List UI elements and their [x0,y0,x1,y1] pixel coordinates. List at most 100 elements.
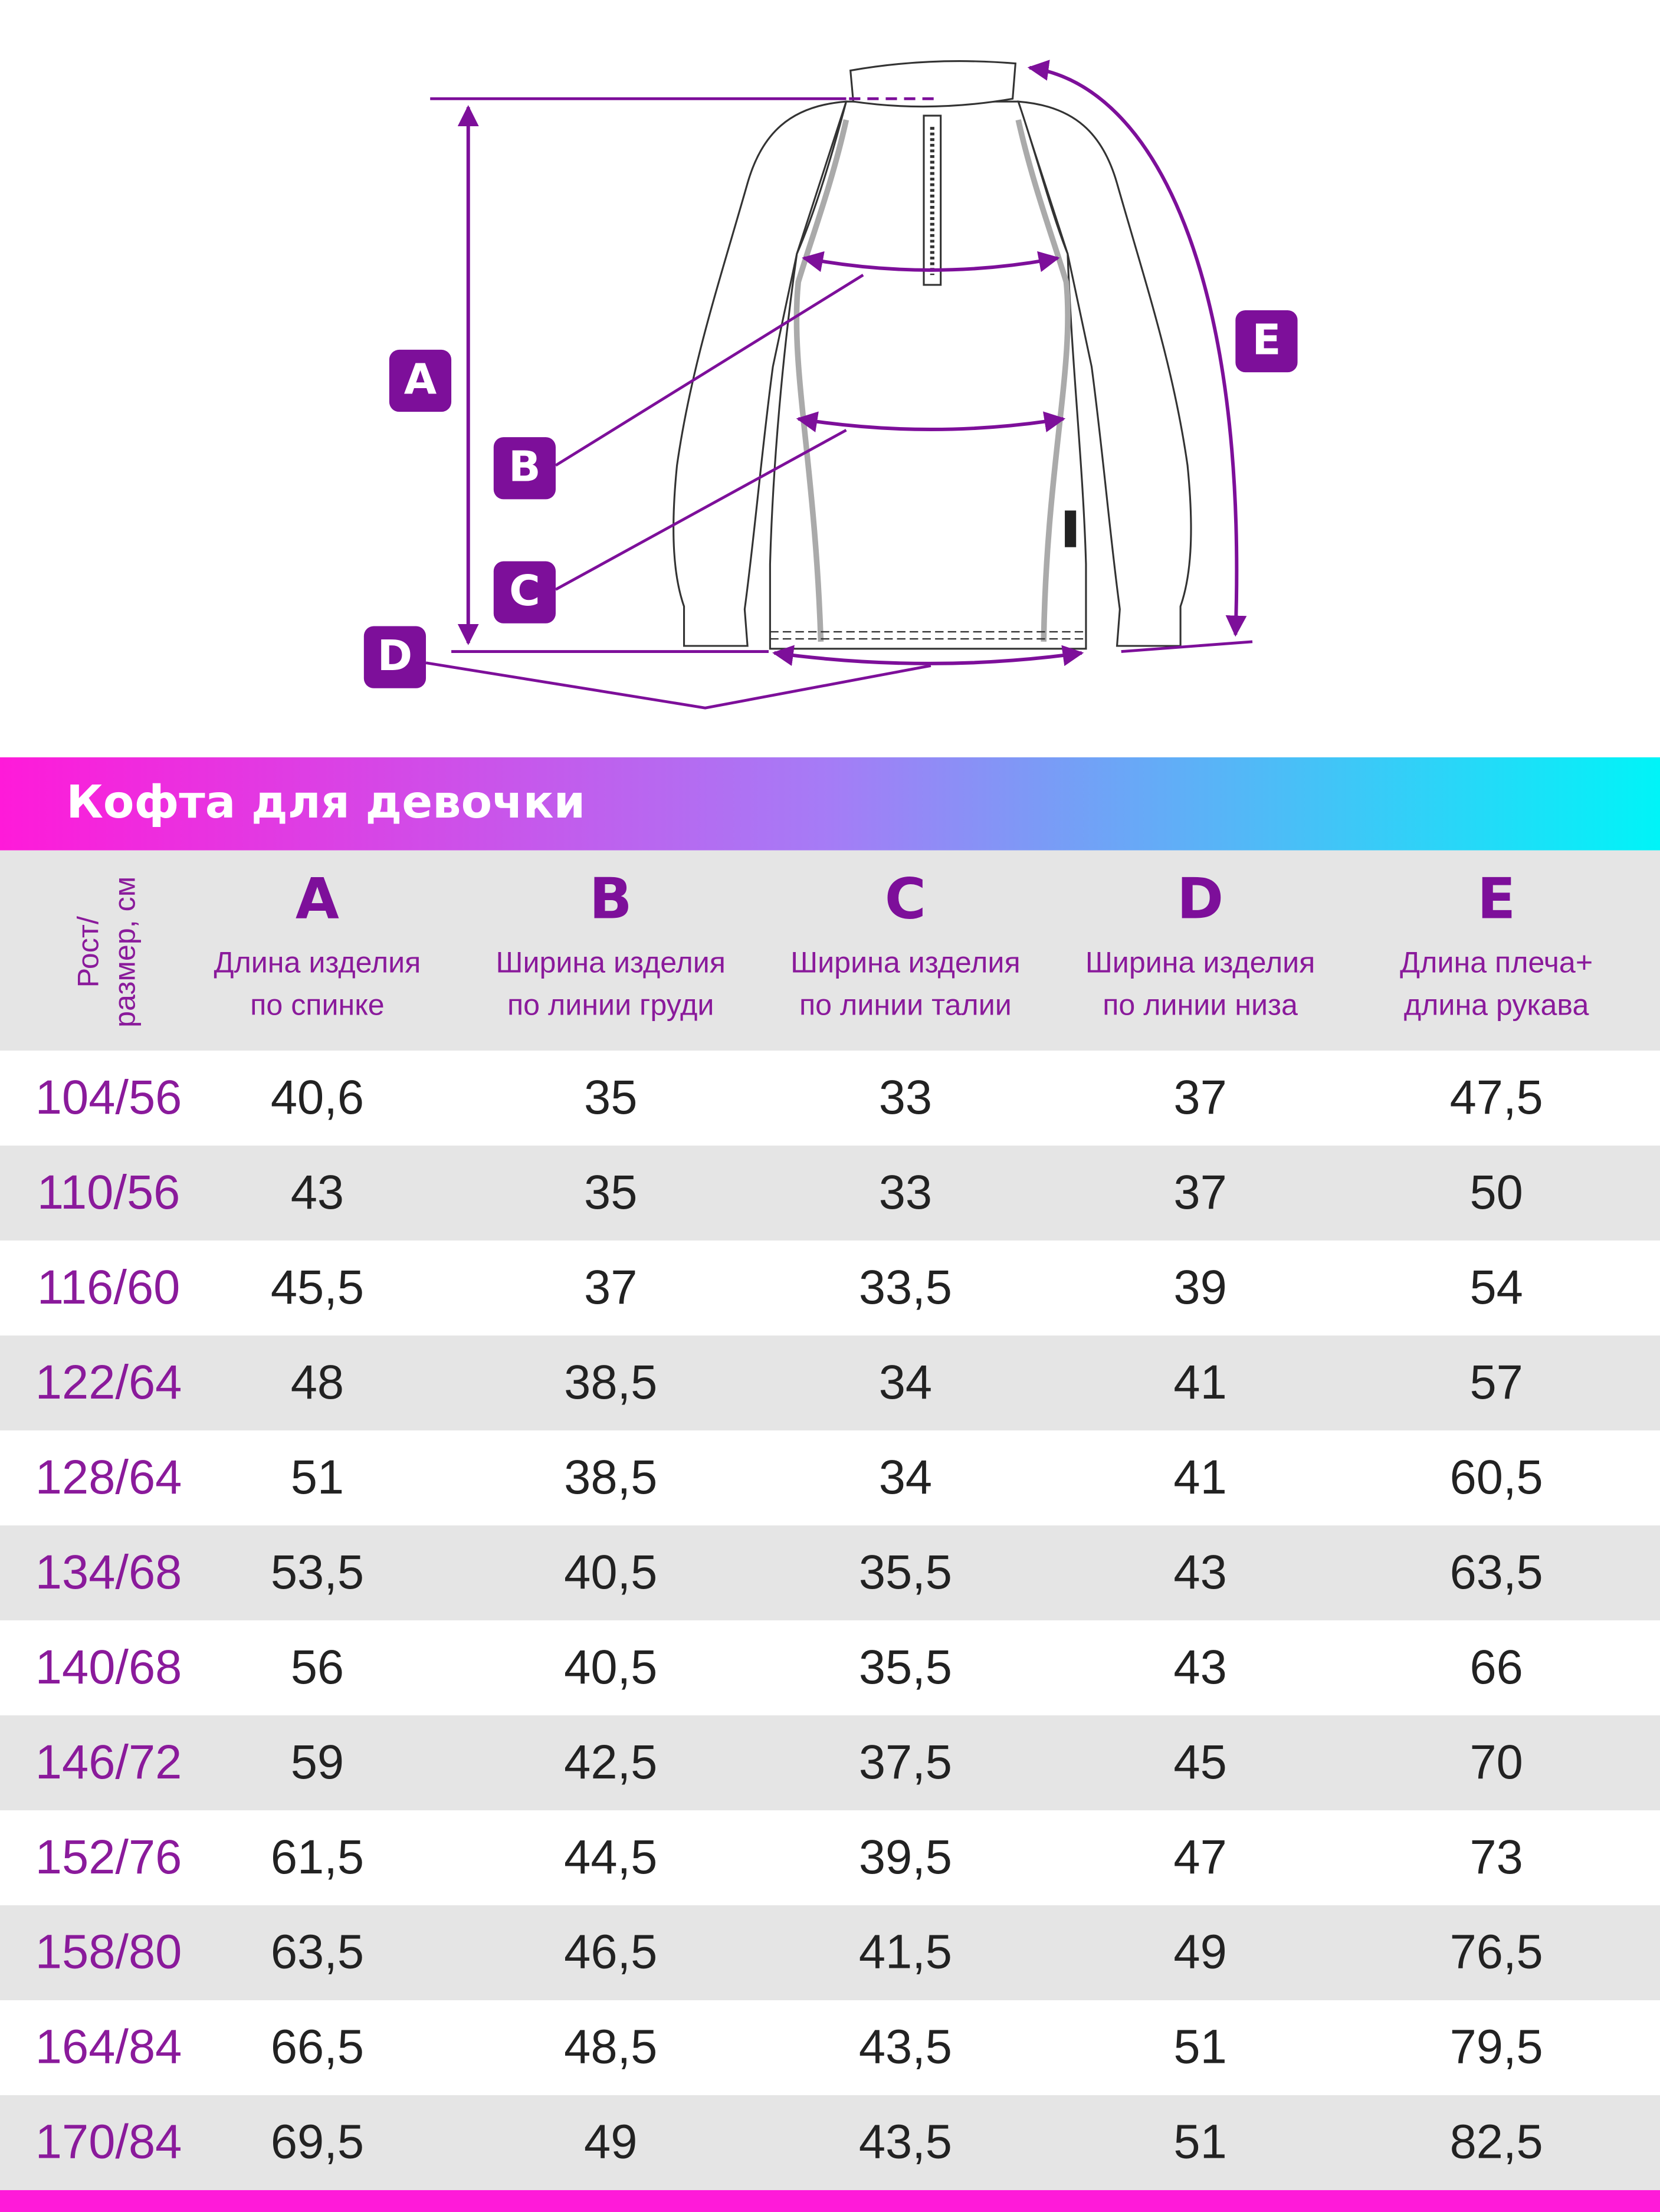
bottom-bar [0,2190,1660,2212]
label-box [1235,310,1298,373]
cell: 40,5 [564,1545,657,1599]
cell: 70 [1469,1735,1523,1789]
cell: 37 [584,1261,637,1314]
label: C [509,566,540,615]
row-bg [0,2095,1660,2190]
row-header: Рост/ размер, см [71,877,141,1028]
cell: 50 [1469,1166,1523,1219]
row-label: 128/64 [35,1450,182,1504]
row-label: 122/64 [35,1356,182,1409]
column-letter: D [1177,865,1223,931]
row-label: 170/84 [35,2115,182,2169]
cell: 37,5 [859,1735,952,1789]
row-label: 152/76 [35,1830,182,1884]
cell: 49 [584,2115,637,2169]
column-letter: A [296,865,339,931]
cell: 66 [1469,1640,1523,1694]
cell: 35 [584,1071,637,1124]
row-bg [0,1715,1660,1811]
row-bg [0,1240,1660,1336]
cell: 53,5 [271,1545,364,1599]
cell: 42,5 [564,1735,657,1789]
column-letter: B [589,865,632,931]
cell: 51 [291,1450,344,1504]
row-bg [0,1905,1660,2000]
cell: 48,5 [564,2020,657,2074]
column-desc: по линии низа [1103,988,1298,1021]
cell: 66,5 [271,2020,364,2074]
row-header-line: размер, см [108,877,141,1028]
cell: 43 [1173,1545,1226,1599]
cell: 34 [879,1356,932,1409]
cell: 51 [1173,2115,1226,2169]
cell: 69,5 [271,2115,364,2169]
row-label: 134/68 [35,1545,182,1599]
column-desc: Длина плеча+ [1400,946,1593,979]
cell: 43,5 [859,2115,952,2169]
cell: 37 [1173,1071,1226,1124]
cell: 33 [879,1071,932,1124]
label-box [363,626,427,688]
row-label: 164/84 [35,2020,182,2074]
cell: 48 [291,1356,344,1409]
row-label: 116/60 [37,1261,181,1314]
measure-lines [425,60,1253,710]
label: D [378,631,413,680]
row-label: 158/80 [35,1925,182,1979]
column-desc: по спинке [250,988,385,1021]
row-bg [0,1051,1660,1146]
row-label: 110/56 [37,1166,181,1219]
column-desc: Ширина изделия [496,946,726,979]
cell: 63,5 [1450,1545,1543,1599]
row-label: 146/72 [35,1735,182,1789]
cell: 41,5 [859,1925,952,1979]
cell: 39,5 [859,1830,952,1884]
cell: 60,5 [1450,1450,1543,1504]
row-label: 104/56 [35,1071,182,1124]
cell: 35 [584,1166,637,1219]
cell: 40,5 [564,1640,657,1694]
cell: 61,5 [271,1830,364,1884]
cell: 38,5 [564,1450,657,1504]
label: A [404,354,437,403]
cell: 79,5 [1450,2020,1543,2074]
cell: 56 [291,1640,344,1694]
row-bg [0,1430,1660,1526]
cell: 43 [291,1166,344,1219]
cell: 44,5 [564,1830,657,1884]
cell: 57 [1469,1356,1523,1409]
label: B [509,442,541,491]
cell: 35,5 [859,1640,952,1694]
row-label: 140/68 [35,1640,182,1694]
row-bg [0,1620,1660,1716]
row-bg [0,1146,1660,1241]
row-bg [0,2000,1660,2095]
row-bg [0,1335,1660,1431]
cell: 54 [1469,1261,1523,1314]
row-bg [0,1810,1660,1905]
garment [672,60,1192,650]
column-desc: по линии талии [799,988,1012,1021]
cell: 43 [1173,1640,1226,1694]
cell: 37 [1173,1166,1226,1219]
cell: 49 [1173,1925,1226,1979]
table-header [0,850,1660,1051]
cell: 63,5 [271,1925,364,1979]
cell: 40,6 [271,1071,364,1124]
row-header-line: Рост/ [71,916,104,987]
label: E [1252,314,1281,364]
label-box [493,437,556,500]
title-band [0,757,1660,851]
row-bg [0,1525,1660,1621]
title: Кофта для девочки [66,776,585,829]
cell: 45 [1173,1735,1226,1789]
cell: 59 [291,1735,344,1789]
cell: 38,5 [564,1356,657,1409]
column-desc: Ширина изделия [790,946,1021,979]
column-desc: длина рукава [1404,988,1589,1021]
label-box [493,561,556,623]
column-desc: Длина изделия [214,946,421,979]
cell: 47,5 [1450,1071,1543,1124]
cell: 46,5 [564,1925,657,1979]
